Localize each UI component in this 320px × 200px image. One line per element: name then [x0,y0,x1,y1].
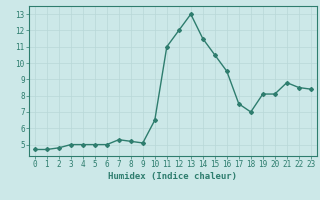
X-axis label: Humidex (Indice chaleur): Humidex (Indice chaleur) [108,172,237,181]
